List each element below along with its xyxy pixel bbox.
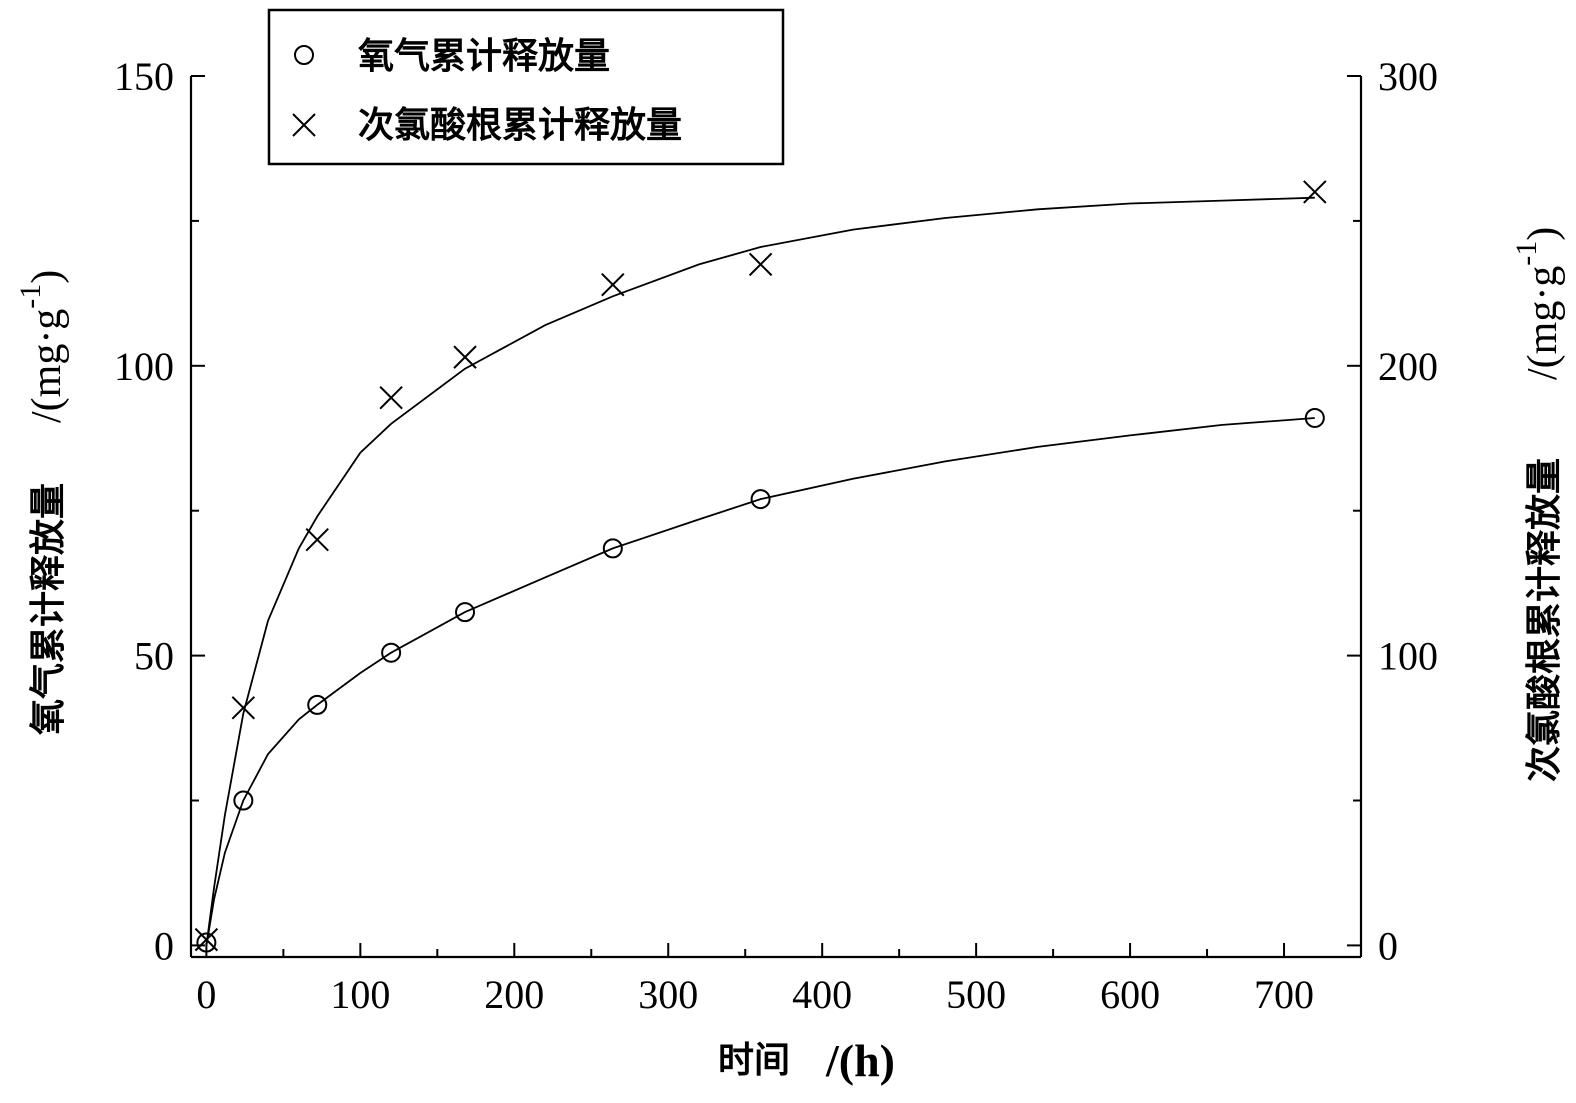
oxygen-point — [196, 932, 217, 953]
y-right-tick-label: 100 — [1378, 634, 1438, 679]
x-tick-label: 700 — [1254, 972, 1314, 1017]
y-left-unit-close: ) — [24, 270, 70, 284]
legend-label-oxygen: 氧气累计释放量 — [358, 36, 610, 77]
y-left-tick-label: 150 — [114, 54, 174, 99]
y-left-unit-sup: -1 — [14, 284, 47, 309]
hypochlorite-point — [194, 927, 219, 952]
y-right-tick-label: 200 — [1378, 344, 1438, 389]
y-left-title-group: 氧气累计释放量 /(mg·g-1) — [14, 270, 70, 735]
oxygen-point — [233, 790, 254, 811]
oxygen-point — [602, 538, 623, 559]
hypochlorite-point-stroke — [601, 272, 625, 297]
hypochlorite-point — [1303, 180, 1327, 204]
y-right-ticks: 0 100 200 300 — [1347, 54, 1438, 968]
hypochlorite-point-stroke — [379, 385, 403, 410]
legend: 氧气累计释放量 次氯酸根累计释放量 — [267, 8, 785, 166]
oxygen-point — [1304, 407, 1325, 428]
hypochlorite-point-stroke — [748, 252, 773, 277]
x-axis-unit: /(h) — [825, 1035, 895, 1086]
data-markers — [194, 180, 1327, 953]
hypochlorite-point — [305, 527, 329, 552]
legend-cross-marker-b — [292, 113, 316, 137]
hypochlorite-point — [453, 345, 477, 369]
hypochlorite-point — [231, 696, 256, 720]
x-tick-label: 300 — [638, 972, 698, 1017]
x-tick-label: 100 — [330, 972, 390, 1017]
hypochlorite-point — [379, 385, 403, 410]
y-left-tick-label: 50 — [134, 634, 174, 679]
y-right-unit-main: /(mg·g — [1520, 266, 1566, 380]
y-right-axis-label: 次氯酸根累计释放量 — [1524, 458, 1565, 782]
fit-curve-right — [205, 196, 1315, 946]
x-tick-label: 400 — [792, 972, 852, 1017]
y-right-tick-label: 0 — [1378, 923, 1398, 968]
hypochlorite-point-stroke — [453, 345, 477, 369]
oxygen-point — [307, 694, 328, 715]
oxygen-point — [455, 602, 476, 623]
y-right-axis-unit: /(mg·g-1) — [1510, 227, 1566, 380]
oxygen-point — [381, 642, 402, 663]
hypochlorite-point-stroke — [1303, 180, 1327, 204]
legend-box — [267, 8, 785, 166]
fit-curve-left — [205, 417, 1315, 946]
hypochlorite-point-stroke — [194, 927, 219, 952]
hypochlorite-point — [748, 252, 773, 277]
x-tick-label: 0 — [196, 972, 216, 1017]
hypochlorite-point-stroke — [305, 527, 329, 552]
y-right-title-group: 次氯酸根累计释放量 /(mg·g-1) — [1510, 227, 1566, 782]
y-right-unit-close: ) — [1520, 227, 1566, 241]
x-tick-label: 500 — [946, 972, 1006, 1017]
oxygen-point — [750, 489, 771, 510]
y-left-unit-main: /(mg·g — [24, 309, 70, 423]
legend-label-hypochlorite: 次氯酸根累计释放量 — [358, 105, 682, 146]
y-left-axis-label: 氧气累计释放量 — [28, 483, 69, 735]
x-tick-label: 600 — [1100, 972, 1160, 1017]
fit-curves — [205, 196, 1315, 946]
y-left-axis-unit: /(mg·g-1) — [14, 270, 70, 423]
hypochlorite-point — [601, 272, 625, 297]
legend-circle-marker — [294, 45, 314, 65]
x-tick-label: 200 — [484, 972, 544, 1017]
y-left-ticks: 0 50 100 150 — [114, 54, 205, 968]
y-right-tick-label: 300 — [1378, 54, 1438, 99]
y-left-tick-label: 100 — [114, 344, 174, 389]
x-ticks: 0 100 200 300 400 500 600 700 — [196, 943, 1314, 1017]
x-axis-label: 时间 — [718, 1040, 790, 1081]
y-left-tick-label: 0 — [154, 923, 174, 968]
y-right-unit-sup: -1 — [1510, 241, 1543, 266]
hypochlorite-point-stroke — [231, 696, 256, 720]
